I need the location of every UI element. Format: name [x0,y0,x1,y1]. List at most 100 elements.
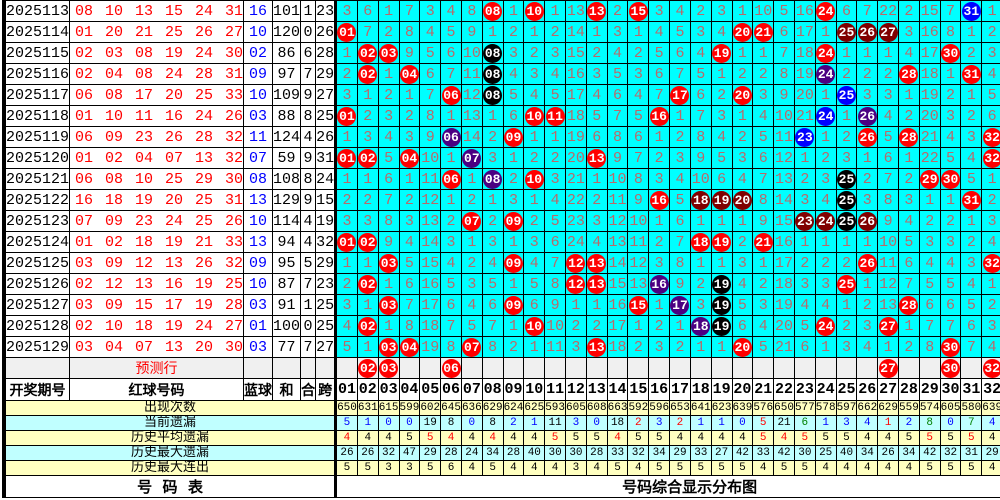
prediction-cell[interactable] [648,357,671,379]
sum-value: 109 [272,84,302,106]
issue-number: 2025120 [4,147,71,169]
drawn-number-ball: 03 [379,43,399,63]
missing-count-cell: 1 [710,210,733,232]
trend-cell: 24 [814,105,837,127]
prediction-cell[interactable] [960,357,983,379]
missing-count-cell: 2 [334,273,358,295]
trend-cell: 25 [835,273,858,295]
span-value: 23 [315,0,337,22]
drawn-number-ball: 09 [504,211,523,231]
prediction-cell[interactable] [731,357,754,379]
missing-count-cell: 5 [669,21,691,43]
prediction-cell[interactable] [856,357,879,379]
missing-count-cell: 8 [398,21,421,43]
sum-value: 108 [272,168,302,190]
header-number-32: 32 [981,378,1000,401]
draw-row: 2025115 02 03 08 19 24 30 02 86 6 28 1 02 03 9 5 6 1… [4,42,1000,64]
missing-count-cell: 5 [689,63,712,85]
prediction-cell[interactable] [898,357,920,379]
prediction-cell[interactable] [627,357,650,379]
stats-value: 5 [918,460,941,476]
prediction-cell[interactable] [565,357,587,379]
missing-count-cell: 1 [731,210,754,232]
drawn-number-ball: 01 [338,22,357,42]
trend-table: 2025113 08 10 13 15 24 31 16 101 1 23 3 6 1 7 3 4 8 0… [4,0,1000,498]
trend-cell: 24 [814,0,837,22]
prediction-cell[interactable] [481,357,504,379]
prediction-cell[interactable] [918,357,941,379]
missing-count-cell: 5 [960,168,983,190]
trend-cell: 29 [918,168,941,190]
stats-value: 7 [960,415,983,431]
stats-value: 26 [356,445,379,461]
missing-count-cell: 2 [814,147,837,169]
missing-count-cell: 20 [565,147,587,169]
span-value: 27 [315,336,337,358]
prediction-cell[interactable] [544,357,567,379]
missing-count-cell: 6 [731,315,754,337]
prediction-cell[interactable]: 32 [981,357,1000,379]
sum-value: 59 [272,147,302,169]
missing-count-cell: 3 [585,210,608,232]
missing-count-cell: 11 [773,126,795,148]
missing-count-cell: 16 [565,63,587,85]
stats-value: 3 [398,460,421,476]
prediction-cell[interactable] [835,357,858,379]
prediction-cell[interactable] [689,357,712,379]
span-value: 26 [315,126,337,148]
prediction-cell[interactable] [419,357,442,379]
missing-count-cell: 1 [502,315,525,337]
prediction-cell[interactable] [710,357,733,379]
missing-count-cell: 5 [627,105,650,127]
missing-count-cell: 10 [544,315,567,337]
header-number-29: 29 [918,378,941,401]
drawn-number-ball: 08 [483,64,503,84]
prediction-cell[interactable] [669,357,691,379]
missing-count-cell: 7 [939,315,962,337]
he-value: 9 [300,189,317,211]
missing-count-cell: 15 [565,42,587,64]
prediction-cell[interactable] [773,357,795,379]
prediction-cell[interactable]: 27 [877,357,900,379]
missing-count-cell: 1 [793,231,816,253]
prediction-cell[interactable] [502,357,525,379]
missing-count-cell: 2 [585,315,608,337]
stats-value: 5 [419,430,442,446]
prediction-cell[interactable] [793,357,816,379]
missing-count-cell: 4 [377,126,400,148]
missing-count-cell: 4 [814,189,837,211]
prediction-cell[interactable]: 30 [939,357,962,379]
drawn-number-ball: 19 [712,190,732,210]
header-number-22: 22 [773,378,795,401]
prediction-cell[interactable]: 03 [377,357,400,379]
prediction-cell[interactable] [523,357,546,379]
stats-value: 33 [752,445,775,461]
blue-ball-number: 11 [243,126,274,148]
prediction-cell[interactable] [460,357,483,379]
prediction-cell[interactable] [585,357,608,379]
prediction-cell[interactable]: 06 [440,357,462,379]
missing-count-cell: 4 [939,252,962,274]
trend-cell: 04 [398,336,421,358]
missing-count-cell: 3 [710,105,733,127]
prediction-cell[interactable]: 02 [356,357,379,379]
stats-value: 4 [523,460,546,476]
blue-ball-number: 16 [243,0,274,22]
blue-ball-number: 13 [243,231,274,253]
prediction-cell[interactable] [752,357,775,379]
missing-count-cell: 1 [523,21,546,43]
missing-count-cell: 3 [981,210,1000,232]
trend-cell: 32 [981,252,1000,274]
prediction-cell[interactable] [334,357,358,379]
prediction-cell[interactable] [398,357,421,379]
missing-count-cell: 7 [648,84,671,106]
sum-value: 88 [272,105,302,127]
missing-count-cell: 3 [648,168,671,190]
trend-cell: 16 [648,105,671,127]
prediction-cell[interactable] [606,357,629,379]
trend-cell: 12 [565,252,587,274]
prediction-cell[interactable] [814,357,837,379]
missing-count-cell: 1 [814,231,837,253]
missing-count-cell: 5 [544,210,567,232]
trend-cell: 18 [689,315,712,337]
